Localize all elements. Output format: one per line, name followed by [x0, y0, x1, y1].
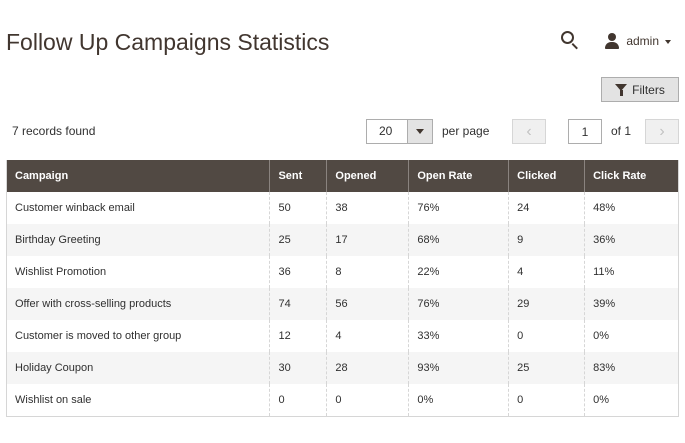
cell-clicked: 29: [508, 288, 586, 320]
cell-sent: 50: [269, 192, 328, 224]
column-header-clicked[interactable]: Clicked: [508, 160, 586, 192]
next-page-button[interactable]: ›: [645, 119, 679, 144]
cell-campaign: Offer with cross-selling products: [5, 288, 271, 320]
cell-click-rate: 11%: [584, 256, 679, 288]
admin-user-menu[interactable]: admin: [604, 33, 671, 49]
column-header-campaign[interactable]: Campaign: [5, 160, 271, 192]
cell-sent: 36: [269, 256, 328, 288]
cell-open-rate: 76%: [408, 288, 510, 320]
table-header-row: Campaign Sent Opened Open Rate Clicked C…: [5, 160, 679, 192]
cell-click-rate: 83%: [584, 352, 679, 384]
page-title: Follow Up Campaigns Statistics: [6, 29, 330, 55]
column-header-click-rate[interactable]: Click Rate: [584, 160, 679, 192]
cell-clicked: 9: [508, 224, 586, 256]
column-header-open-rate[interactable]: Open Rate: [408, 160, 510, 192]
cell-campaign: Holiday Coupon: [5, 352, 271, 384]
cell-campaign: Wishlist on sale: [5, 384, 271, 417]
cell-opened: 17: [326, 224, 410, 256]
cell-sent: 25: [269, 224, 328, 256]
cell-clicked: 0: [508, 320, 586, 352]
column-header-sent[interactable]: Sent: [269, 160, 328, 192]
cell-open-rate: 93%: [408, 352, 510, 384]
cell-opened: 4: [326, 320, 410, 352]
per-page-toggle[interactable]: [407, 120, 432, 143]
chevron-down-icon: [416, 129, 424, 134]
cell-opened: 38: [326, 192, 410, 224]
cell-click-rate: 0%: [584, 384, 679, 417]
table-row[interactable]: Wishlist Promotion 36 8 22% 4 11%: [5, 256, 679, 288]
filters-button[interactable]: Filters: [601, 77, 679, 102]
cell-sent: 30: [269, 352, 328, 384]
cell-campaign: Birthday Greeting: [5, 224, 271, 256]
campaign-stats-table: Campaign Sent Opened Open Rate Clicked C…: [5, 160, 679, 417]
cell-campaign: Customer winback email: [5, 192, 271, 224]
per-page-select[interactable]: 20: [366, 119, 433, 144]
filters-label: Filters: [632, 82, 665, 97]
cell-opened: 56: [326, 288, 410, 320]
table-row[interactable]: Holiday Coupon 30 28 93% 25 83%: [5, 352, 679, 384]
table-row[interactable]: Offer with cross-selling products 74 56 …: [5, 288, 679, 320]
cell-click-rate: 48%: [584, 192, 679, 224]
previous-page-button[interactable]: ‹: [512, 119, 546, 144]
cell-sent: 74: [269, 288, 328, 320]
table-row[interactable]: Birthday Greeting 25 17 68% 9 36%: [5, 224, 679, 256]
cell-opened: 8: [326, 256, 410, 288]
cell-opened: 28: [326, 352, 410, 384]
cell-click-rate: 0%: [584, 320, 679, 352]
total-pages: of 1: [611, 124, 632, 138]
cell-clicked: 25: [508, 352, 586, 384]
cell-clicked: 0: [508, 384, 586, 417]
cell-open-rate: 33%: [408, 320, 510, 352]
chevron-right-icon: ›: [659, 122, 665, 140]
search-icon[interactable]: [560, 30, 582, 52]
cell-clicked: 24: [508, 192, 586, 224]
current-page-input[interactable]: [568, 119, 602, 144]
records-found: 7 records found: [12, 124, 96, 138]
table-row[interactable]: Wishlist on sale 0 0 0% 0 0%: [5, 384, 679, 417]
header-actions: admin: [560, 30, 671, 52]
cell-open-rate: 68%: [408, 224, 510, 256]
cell-click-rate: 36%: [584, 224, 679, 256]
cell-open-rate: 0%: [408, 384, 510, 417]
cell-open-rate: 76%: [408, 192, 510, 224]
chevron-down-icon: [665, 40, 671, 44]
per-page-label: per page: [442, 124, 490, 138]
user-icon: [604, 33, 620, 49]
cell-clicked: 4: [508, 256, 586, 288]
cell-open-rate: 22%: [408, 256, 510, 288]
table-row[interactable]: Customer winback email 50 38 76% 24 48%: [5, 192, 679, 224]
cell-campaign: Customer is moved to other group: [5, 320, 271, 352]
cell-sent: 0: [269, 384, 328, 417]
cell-opened: 0: [326, 384, 410, 417]
cell-click-rate: 39%: [584, 288, 679, 320]
cell-campaign: Wishlist Promotion: [5, 256, 271, 288]
admin-name: admin: [626, 34, 659, 48]
cell-sent: 12: [269, 320, 328, 352]
column-header-opened[interactable]: Opened: [326, 160, 410, 192]
per-page-value: 20: [379, 124, 393, 138]
funnel-icon: [615, 83, 628, 96]
chevron-left-icon: ‹: [526, 122, 532, 140]
table-row[interactable]: Customer is moved to other group 12 4 33…: [5, 320, 679, 352]
